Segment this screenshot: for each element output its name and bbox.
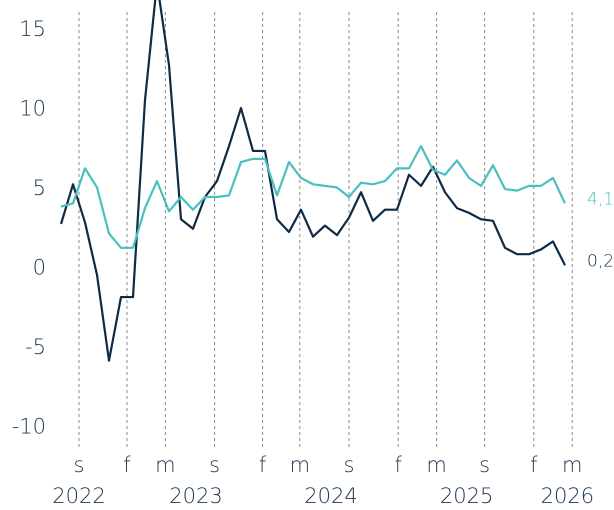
year-label: 2024 — [304, 484, 357, 508]
x-tick-label: m — [426, 453, 446, 477]
x-tick-label: f — [123, 453, 131, 477]
x-tick-label: s — [209, 453, 220, 477]
y-tick-label: 5 — [33, 176, 46, 200]
x-tick-label: m — [562, 453, 582, 477]
series-line — [60, 145, 566, 249]
x-tick-label: s — [74, 453, 85, 477]
y-tick-label: 10 — [19, 97, 46, 121]
x-tick-label: s — [479, 453, 490, 477]
x-tick-label: f — [259, 453, 267, 477]
year-label: 2023 — [169, 484, 222, 508]
y-tick-label: -5 — [25, 335, 46, 359]
x-tick-label: m — [155, 453, 175, 477]
x-tick-label: f — [530, 453, 538, 477]
end-label: 4,1 — [587, 189, 614, 209]
y-tick-label: 0 — [33, 255, 46, 279]
y-tick-label: 15 — [19, 17, 46, 41]
x-tick-label: m — [290, 453, 310, 477]
y-tick-label: -10 — [12, 414, 46, 438]
plot-area — [59, 0, 566, 362]
year-label: 2026 — [541, 484, 594, 508]
year-label: 2022 — [52, 484, 105, 508]
x-tick-label: s — [344, 453, 355, 477]
year-label: 2025 — [440, 484, 493, 508]
series-line — [59, 0, 566, 362]
end-label: 0,2 — [587, 251, 614, 271]
x-tick-label: f — [394, 453, 402, 477]
